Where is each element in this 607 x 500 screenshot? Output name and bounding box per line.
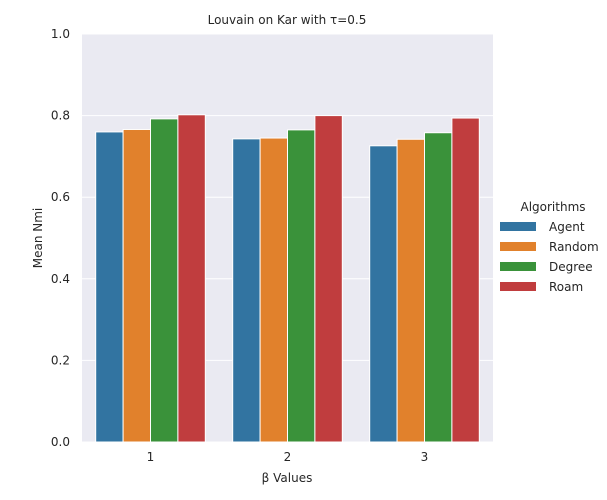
bar-random-2 <box>259 137 289 443</box>
legend-swatch-agent <box>500 222 536 231</box>
y-tick-label: 0.2 <box>51 353 70 367</box>
bar-agent-2 <box>232 138 261 443</box>
bar-random-1 <box>122 128 151 443</box>
legend-label-agent: Agent <box>549 220 585 234</box>
y-tick-label: 0.8 <box>51 109 70 123</box>
x-tick-label: 1 <box>147 450 155 464</box>
bar-agent-1 <box>95 131 124 443</box>
legend-title: Algorithms <box>520 200 585 214</box>
legend-label-roam: Roam <box>549 280 583 294</box>
y-tick-label: 0.4 <box>51 272 70 286</box>
bar-degree-2 <box>287 129 316 443</box>
legend-swatch-roam <box>500 282 536 291</box>
bar-degree-1 <box>150 118 179 443</box>
y-tick-label: 1.0 <box>51 27 70 41</box>
bar-agent-3 <box>369 145 398 443</box>
y-tick-label: 0.6 <box>51 190 70 204</box>
legend-swatch-degree <box>500 262 536 271</box>
y-tick-labels: 0.0 0.2 0.4 0.6 0.8 1.0 <box>51 27 70 449</box>
bar-degree-3 <box>424 132 453 443</box>
bar-roam-1 <box>177 114 206 443</box>
y-axis-label: Mean Nmi <box>31 208 45 269</box>
legend: Algorithms Agent Random Degree Roam <box>500 200 599 294</box>
x-tick-labels: 1 2 3 <box>147 450 429 464</box>
bar-roam-3 <box>451 117 480 443</box>
bars <box>95 114 480 443</box>
legend-swatch-random <box>500 242 536 251</box>
bar-roam-2 <box>314 115 343 443</box>
y-tick-label: 0.0 <box>51 435 70 449</box>
chart-title: Louvain on Kar with τ=0.5 <box>208 13 367 27</box>
x-tick-label: 3 <box>421 450 429 464</box>
x-tick-label: 2 <box>284 450 292 464</box>
x-axis-label: β Values <box>262 471 313 485</box>
legend-label-random: Random <box>549 240 599 254</box>
bar-random-3 <box>396 138 426 443</box>
legend-label-degree: Degree <box>549 260 593 274</box>
